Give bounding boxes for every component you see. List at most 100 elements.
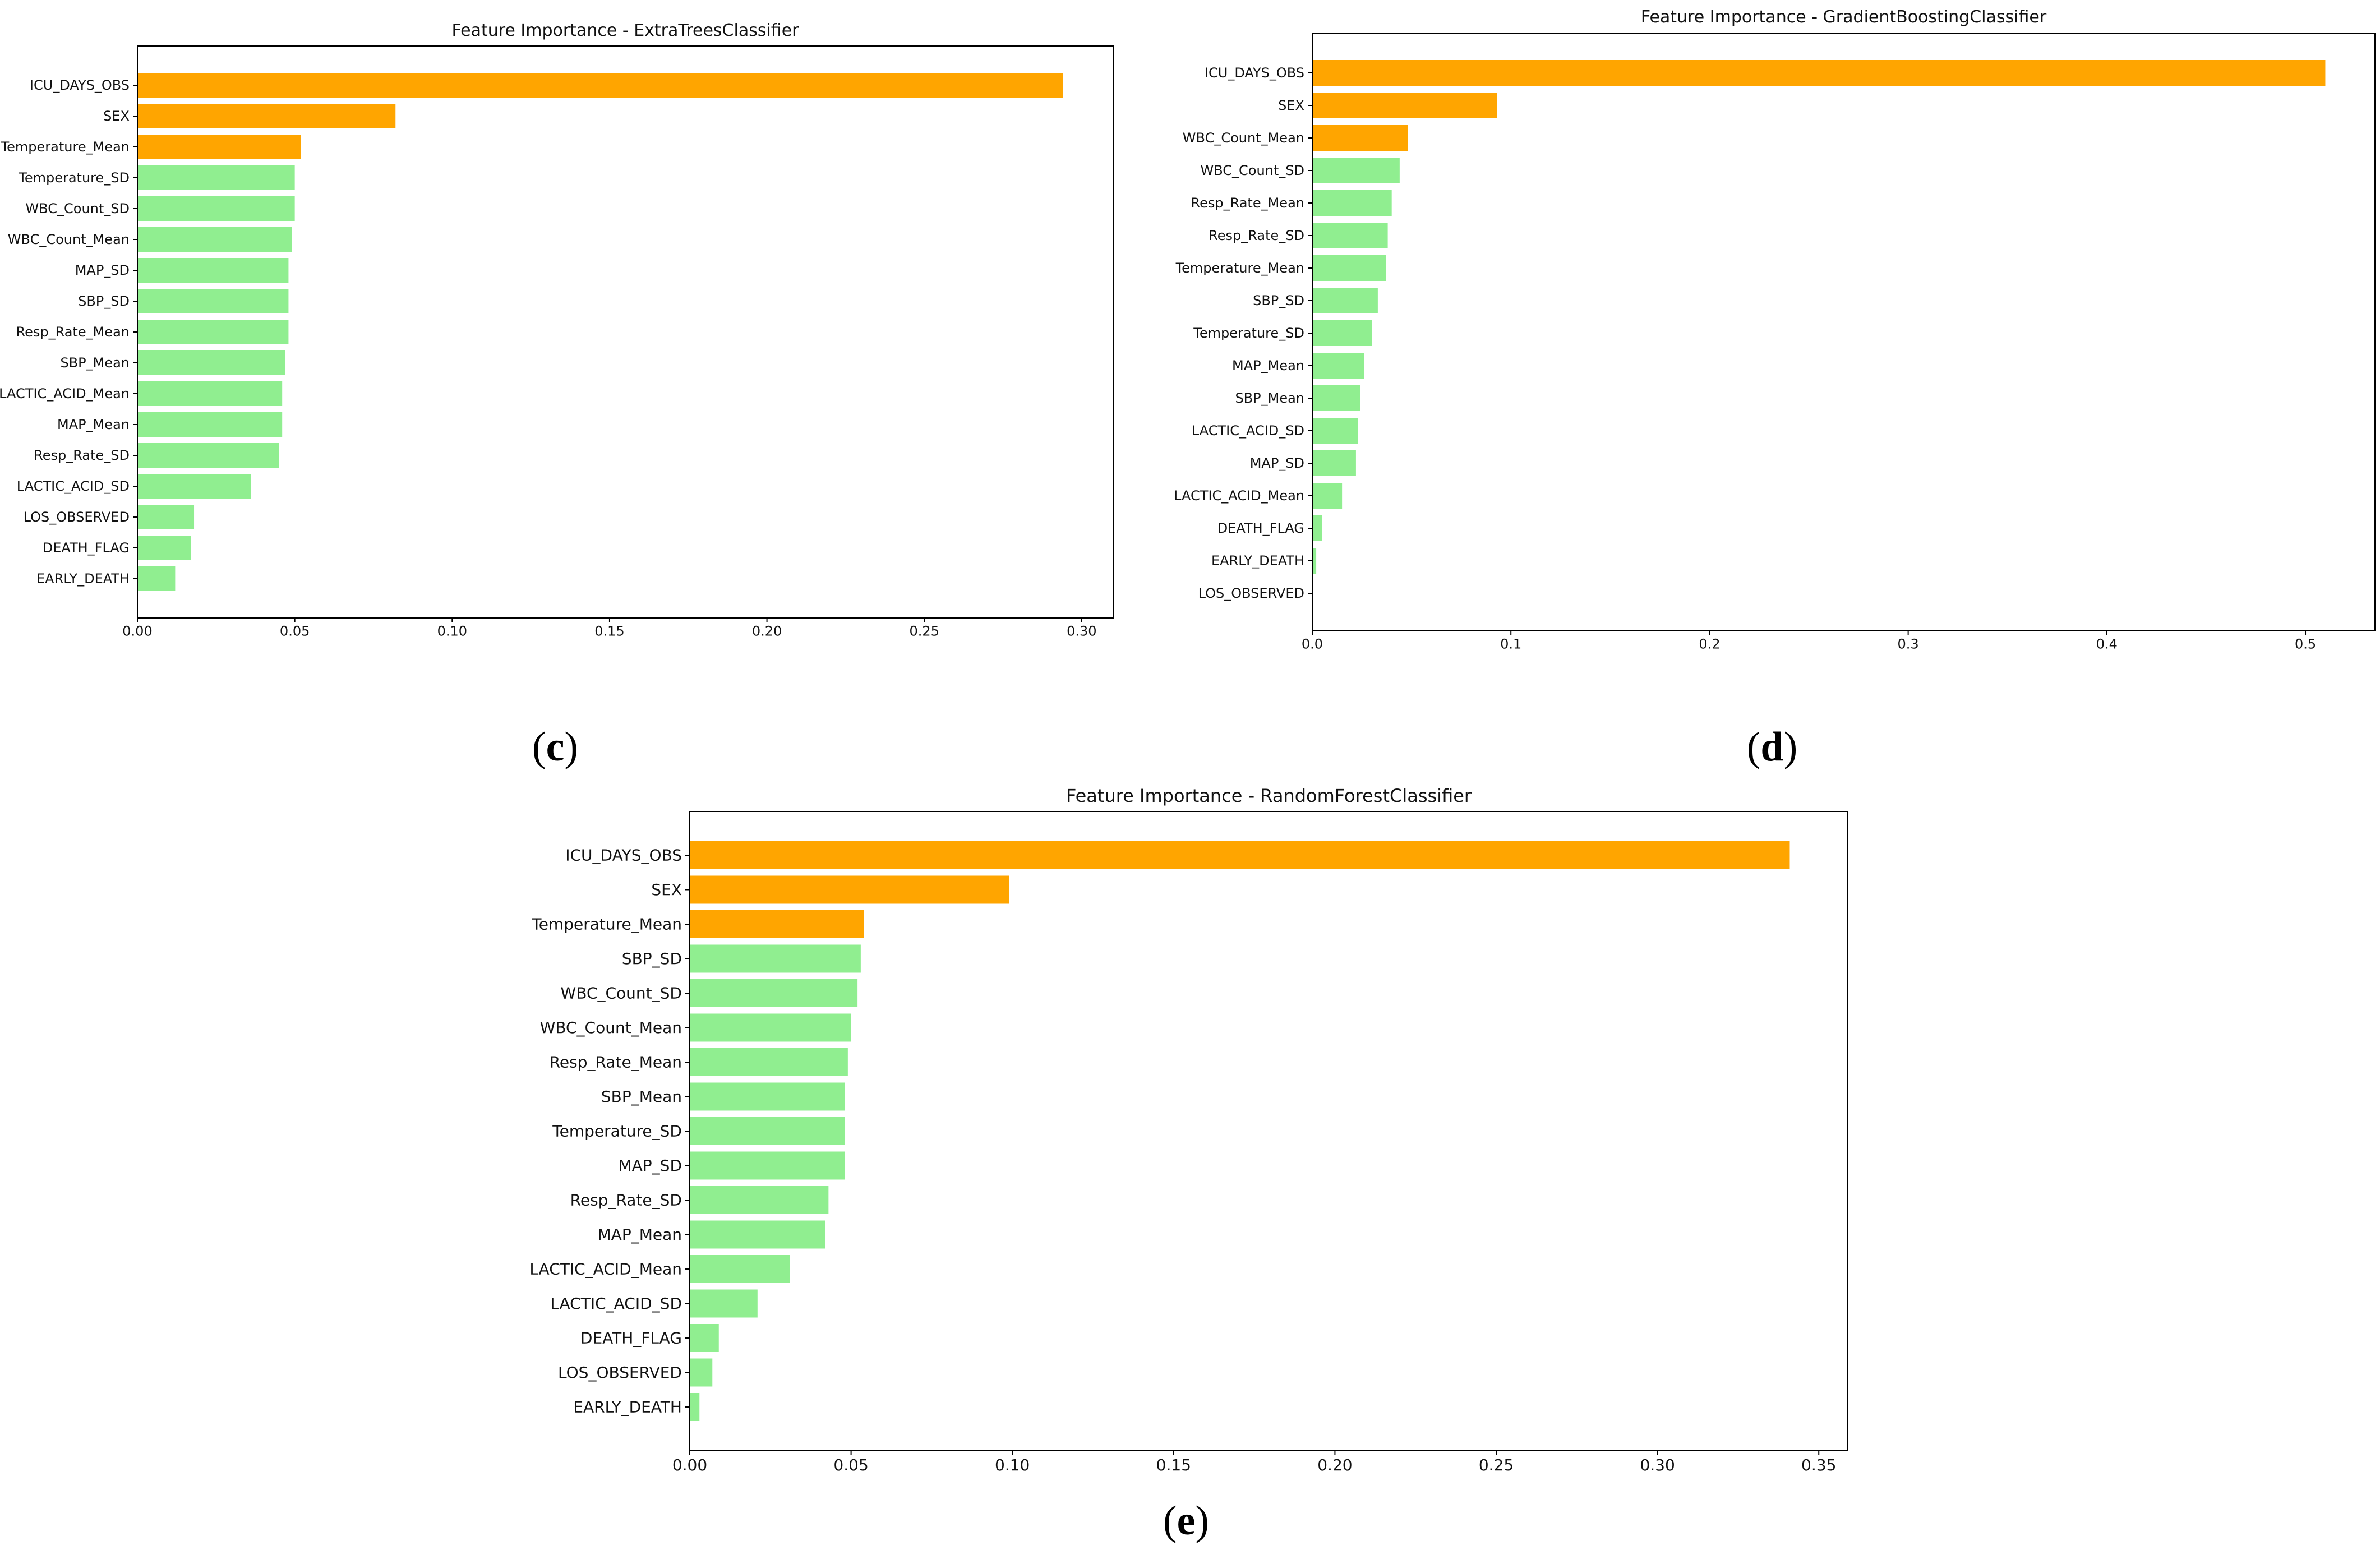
x-tick-label: 0.10 [995, 1456, 1030, 1474]
bar [1312, 483, 1343, 509]
y-tick-label: EARLY_DEATH [36, 571, 130, 587]
y-tick-label: LACTIC_ACID_SD [1192, 423, 1304, 439]
y-tick-label: WBC_Count_Mean [540, 1018, 682, 1037]
y-tick-label: WBC_Count_SD [1200, 163, 1304, 178]
y-tick-label: SEX [651, 880, 682, 899]
x-tick-label: 0.05 [280, 624, 310, 639]
bar [690, 1358, 713, 1387]
y-tick-label: LACTIC_ACID_SD [17, 478, 130, 494]
bar [690, 1186, 829, 1214]
bar [1312, 385, 1360, 411]
x-tick-label: 0.3 [1898, 636, 1919, 652]
y-tick-label: MAP_Mean [598, 1225, 682, 1244]
panel-label-c: (c) [532, 724, 579, 770]
y-tick-label: LACTIC_ACID_Mean [0, 386, 130, 402]
bar [137, 474, 251, 499]
bar [1312, 288, 1378, 313]
y-tick-label: SBP_Mean [60, 355, 130, 371]
x-tick-label: 0.30 [1640, 1456, 1675, 1474]
x-tick-label: 0.00 [122, 624, 152, 639]
y-tick-label: SBP_SD [1253, 293, 1304, 308]
bar [690, 1393, 700, 1421]
bar [1312, 255, 1386, 281]
y-tick-label: Resp_Rate_Mean [16, 324, 130, 340]
bar [690, 1117, 845, 1145]
bar [137, 536, 191, 560]
y-tick-label: MAP_SD [1250, 455, 1304, 471]
bar [137, 566, 176, 591]
y-tick-label: LACTIC_ACID_SD [550, 1294, 682, 1313]
bar [1312, 223, 1388, 248]
y-tick-label: DEATH_FLAG [1217, 520, 1304, 536]
panel-label-e: (e) [1163, 1498, 1210, 1544]
y-tick-label: LOS_OBSERVED [24, 509, 130, 525]
bar [690, 1151, 845, 1180]
bar [1312, 190, 1392, 216]
chart-title: Feature Importance - ExtraTreesClassifie… [452, 21, 800, 40]
bar [690, 1082, 845, 1111]
x-tick-label: 0.25 [1479, 1456, 1514, 1474]
x-tick-label: 0.15 [594, 624, 624, 639]
bar [690, 1013, 851, 1042]
x-tick-label: 0.25 [910, 624, 939, 639]
y-tick-label: ICU_DAYS_OBS [30, 77, 130, 93]
bar [690, 875, 1009, 904]
chart-gradientboosting: ICU_DAYS_OBS SEX WBC_Count_Mean WBC_Count_S… [1174, 7, 2376, 652]
y-tick-label: Temperature_SD [18, 170, 130, 186]
bar [137, 258, 289, 283]
bar [1312, 515, 1322, 541]
y-tick-label: SEX [1278, 98, 1304, 113]
bar [690, 910, 864, 938]
y-tick-label: ICU_DAYS_OBS [565, 846, 682, 865]
y-tick-label: WBC_Count_Mean [8, 232, 130, 247]
x-tick-label: 0.15 [1156, 1456, 1191, 1474]
y-tick-label: Resp_Rate_Mean [1191, 195, 1304, 211]
chart-title: Feature Importance - RandomForestClassif… [1066, 785, 1472, 806]
bar [1312, 548, 1317, 574]
bar [1312, 93, 1497, 118]
y-tick-label: MAP_SD [75, 262, 130, 278]
y-tick-label: SBP_Mean [1235, 390, 1304, 406]
bar [1312, 450, 1356, 476]
y-tick-label: MAP_Mean [57, 417, 130, 432]
x-tick-label: 0.5 [2295, 636, 2316, 652]
y-tick-label: LACTIC_ACID_Mean [529, 1260, 682, 1279]
bar [690, 1220, 825, 1249]
bar [137, 289, 289, 313]
y-tick-label: MAP_Mean [1232, 358, 1304, 373]
x-tick-label: 0.30 [1067, 624, 1096, 639]
bar [137, 104, 396, 128]
bar [1312, 60, 2326, 86]
bar [1312, 353, 1364, 379]
bar [137, 135, 301, 159]
bar [137, 320, 289, 344]
y-tick-label: WBC_Count_SD [25, 201, 130, 216]
y-tick-label: DEATH_FLAG [43, 540, 130, 556]
x-tick-label: 0.35 [1801, 1456, 1836, 1474]
y-tick-label: DEATH_FLAG [580, 1329, 682, 1348]
bar [690, 841, 1790, 869]
chart-title: Feature Importance - GradientBoostingCla… [1641, 7, 2047, 27]
y-tick-label: Resp_Rate_Mean [550, 1053, 682, 1072]
panel-label-d: (d) [1746, 724, 1798, 770]
y-tick-label: SEX [103, 108, 130, 124]
y-tick-label: LACTIC_ACID_Mean [1174, 488, 1304, 504]
bar [1312, 320, 1372, 346]
bar [137, 165, 295, 190]
bar [690, 944, 861, 973]
bar [690, 1289, 758, 1318]
bar [137, 227, 292, 252]
bar [137, 381, 283, 406]
bar [690, 1048, 848, 1076]
x-tick-label: 0.2 [1699, 636, 1720, 652]
x-tick-label: 0.0 [1302, 636, 1323, 652]
bar [137, 196, 295, 221]
x-tick-label: 0.4 [2096, 636, 2118, 652]
y-tick-label: WBC_Count_Mean [1183, 130, 1304, 146]
y-tick-label: WBC_Count_SD [561, 984, 682, 1003]
x-tick-label: 0.10 [437, 624, 467, 639]
axes-frame [689, 811, 1848, 1451]
x-tick-label: 0.20 [752, 624, 782, 639]
y-tick-label: Resp_Rate_SD [34, 448, 130, 463]
